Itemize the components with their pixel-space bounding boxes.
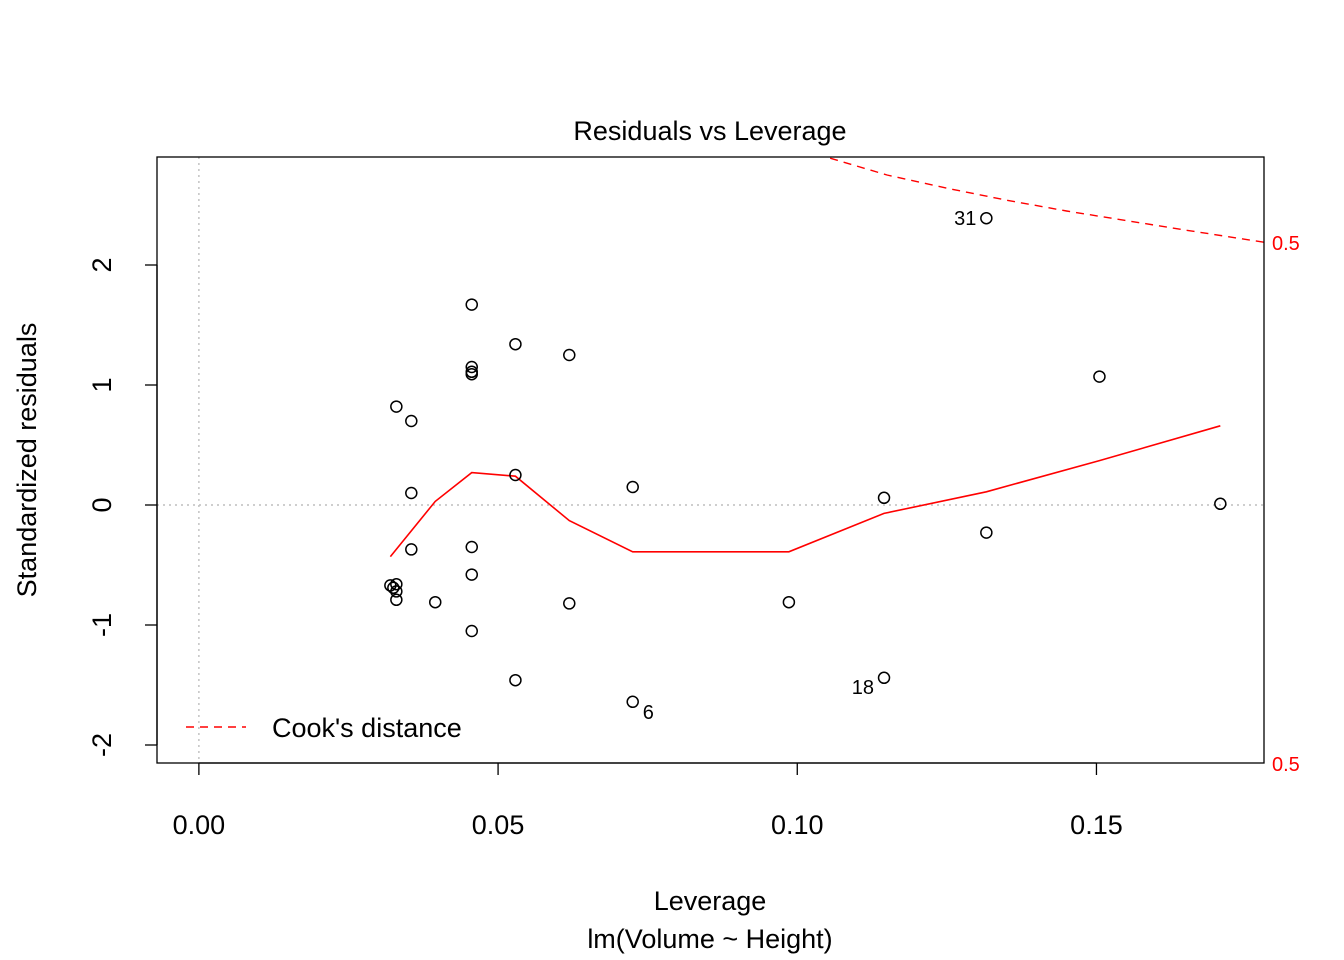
data-point (626, 695, 639, 709)
y-tick-label: 1 (87, 377, 117, 392)
cooks-contour-label: 0.5 (1272, 233, 1300, 255)
data-point (390, 585, 403, 598)
data-point (563, 597, 576, 610)
data-point (1214, 497, 1227, 511)
data-point (563, 348, 576, 362)
plot-area (157, 157, 1264, 763)
point-label: 18 (852, 677, 874, 699)
x-tick-label: 0.05 (472, 810, 525, 840)
x-tick-label: 0.15 (1070, 810, 1123, 840)
plot-frame (156, 156, 1265, 764)
point-label: 31 (954, 208, 976, 230)
data-point (877, 491, 891, 505)
data-point (509, 337, 522, 351)
y-tick-label: -1 (87, 613, 117, 637)
y-tick-label: 2 (87, 257, 117, 272)
data-point (390, 593, 403, 607)
data-point (390, 577, 403, 591)
data-point (428, 595, 442, 609)
data-point (405, 414, 418, 428)
data-point (782, 595, 796, 609)
data-point (465, 298, 478, 311)
legend-label: Cook's distance (272, 713, 462, 743)
smoothed-residual-line (389, 425, 1221, 558)
data-point (405, 486, 418, 500)
data-point (877, 671, 891, 685)
legend: Cook's distance (186, 713, 462, 743)
y-tick-label: 0 (87, 497, 117, 512)
data-point (465, 360, 478, 374)
data-point (387, 581, 400, 595)
data-point (405, 543, 418, 556)
y-tick-label: -2 (87, 733, 117, 757)
x-tick-label: 0.10 (771, 810, 824, 840)
cooks-contour-label: 0.5 (1272, 754, 1300, 776)
data-point (465, 540, 478, 554)
data-point (465, 568, 478, 581)
x-axis-label: Leverage (654, 886, 767, 916)
model-formula-subtitle: lm(Volume ~ Height) (587, 924, 832, 954)
point-label: 6 (643, 702, 654, 724)
cooks-contour-labels: 0.5 0.5 (1272, 233, 1300, 776)
cooks-distance-contour (829, 157, 1264, 243)
data-point (465, 624, 478, 638)
data-point (509, 673, 522, 687)
chart-title: Residuals vs Leverage (573, 116, 846, 146)
data-point (390, 400, 403, 413)
data-point (465, 367, 478, 381)
x-tick-label: 0.00 (173, 810, 226, 840)
data-point (626, 480, 639, 494)
data-point (980, 526, 993, 539)
y-axis-label: Standardized residuals (12, 323, 42, 598)
data-point (980, 211, 993, 225)
x-axis: 0.00 0.05 0.10 0.15 (173, 762, 1123, 840)
y-axis: -2 -1 0 1 2 (87, 257, 158, 757)
data-point (509, 468, 522, 482)
data-point (1093, 370, 1106, 383)
